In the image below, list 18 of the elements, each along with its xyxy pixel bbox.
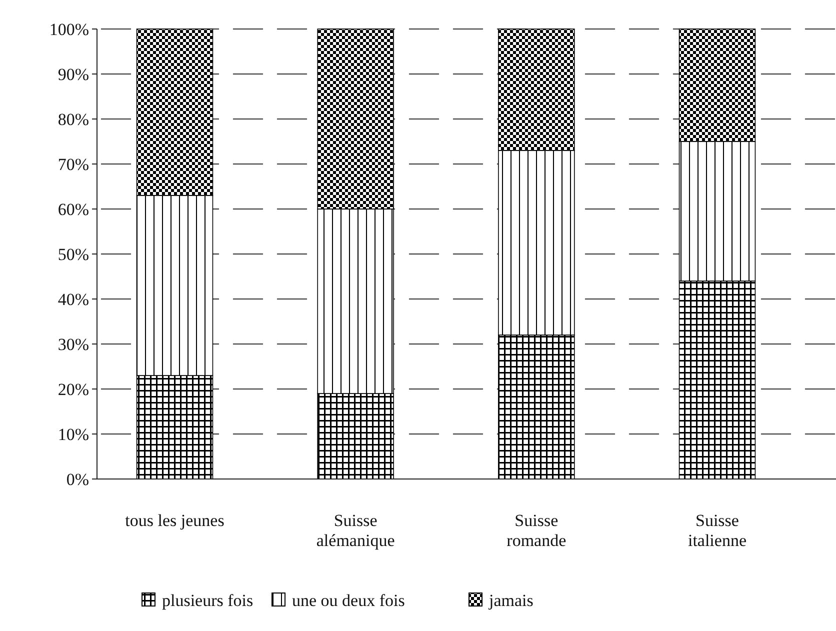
y-tick-label: 50% [58,244,89,264]
y-tick-label: 100% [49,20,89,39]
y-tick-label: 90% [58,64,89,84]
x-tick-label: Suisse alémanique [316,511,395,550]
y-tick-label: 10% [58,424,89,444]
legend-label: jamais [488,591,534,610]
y-tick-label: 80% [58,110,89,129]
y-tick-label: 40% [58,290,89,309]
y-tick-label: 20% [58,380,89,399]
x-tick-label: Suisse romande [506,511,566,550]
y-tick-label: 70% [58,154,89,174]
legend-label: plusieurs fois [162,591,254,610]
y-tick-label: 0% [66,470,89,489]
y-tick-label: 30% [58,334,89,354]
y-tick-label: 60% [58,200,89,219]
x-tick-label: tous les jeunes [125,511,224,530]
legend-label: une ou deux fois [292,591,405,610]
x-tick-label: Suisse italienne [688,511,747,550]
